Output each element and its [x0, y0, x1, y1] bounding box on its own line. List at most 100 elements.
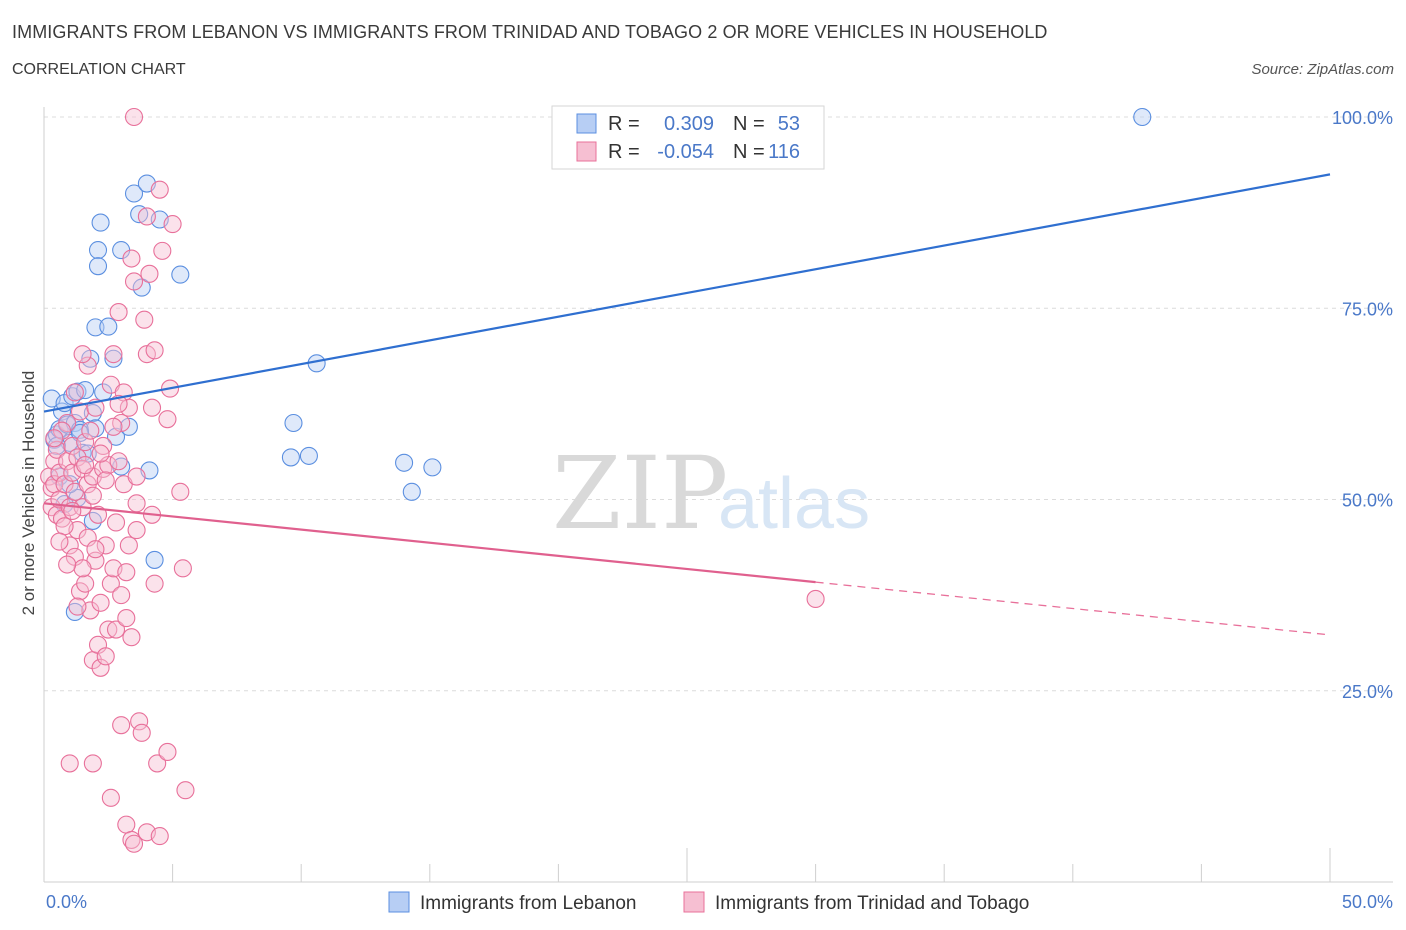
- trinidad-point: [158, 410, 177, 429]
- y-tick-label: 25.0%: [1342, 682, 1393, 702]
- lebanon-point: [145, 550, 164, 569]
- legend-pink-n-value: 116: [768, 141, 800, 163]
- y-axis-label: 2 or more Vehicles in Household: [19, 371, 38, 616]
- y-tick-label: 75.0%: [1342, 299, 1393, 319]
- y-tick-label: 100.0%: [1332, 108, 1393, 128]
- trinidad-point: [124, 834, 144, 853]
- trinidad-point: [112, 716, 131, 735]
- source-attribution: Source: ZipAtlas.com: [1251, 61, 1394, 78]
- x-tick-label: 0.0%: [46, 892, 87, 912]
- legend-blue-swatch: [576, 113, 597, 134]
- trinidad-point: [127, 521, 146, 540]
- watermark-atlas: atlas: [718, 464, 870, 544]
- trinidad-point: [117, 563, 136, 582]
- lebanon-trend-line: [43, 173, 1331, 413]
- lebanon-point: [1133, 107, 1152, 127]
- trinidad-point: [145, 341, 164, 360]
- correlation-legend: R = 0.309 N = 53 R = -0.054 N = 116: [551, 105, 825, 170]
- lebanon-point: [88, 257, 108, 276]
- lebanon-point: [124, 184, 144, 203]
- series-legend: Immigrants from Lebanon Immigrants from …: [388, 891, 1029, 914]
- trinidad-point: [60, 536, 79, 555]
- bottom-legend-blue-label: Immigrants from Lebanon: [420, 893, 637, 914]
- trinidad-point: [140, 264, 159, 283]
- trinidad-point: [132, 723, 151, 742]
- trinidad-point: [58, 555, 77, 574]
- trinidad-point: [73, 345, 92, 364]
- legend-blue-r-label: R =: [608, 113, 640, 135]
- lebanon-point: [91, 213, 110, 232]
- trinidad-point: [76, 574, 95, 593]
- trinidad-point: [119, 398, 138, 417]
- trinidad-point: [127, 494, 146, 513]
- trinidad-point: [96, 647, 115, 666]
- trinidad-point: [135, 310, 154, 329]
- trinidad-point: [50, 532, 69, 551]
- trinidad-point: [55, 517, 74, 536]
- trinidad-point: [124, 107, 144, 127]
- trinidad-point: [101, 788, 120, 807]
- trinidad-point: [76, 456, 95, 475]
- trinidad-point: [78, 356, 97, 375]
- axes: [43, 107, 1393, 883]
- trinidad-point: [70, 402, 90, 421]
- legend-box: [551, 105, 825, 170]
- legend-pink-r-label: R =: [608, 141, 640, 163]
- lebanon-point: [299, 446, 318, 465]
- trinidad-point: [148, 754, 167, 773]
- trinidad-point: [91, 658, 110, 677]
- trinidad-point: [163, 215, 182, 234]
- gridlines: [44, 116, 1393, 692]
- trinidad-point: [112, 586, 131, 605]
- trinidad-point: [127, 467, 146, 486]
- trinidad-point: [96, 471, 115, 490]
- trinidad-point: [99, 620, 118, 639]
- trinidad-trend-extension: [815, 581, 1331, 636]
- trinidad-point: [88, 505, 108, 524]
- legend-blue-n-value: 53: [778, 113, 800, 135]
- trinidad-point: [117, 815, 136, 834]
- lebanon-point: [281, 448, 300, 467]
- trinidad-point: [153, 241, 172, 260]
- lebanon-point: [402, 482, 421, 501]
- lebanon-point: [88, 241, 108, 260]
- trinidad-point: [145, 574, 164, 593]
- bottom-legend-pink-swatch: [683, 891, 705, 913]
- trinidad-point: [45, 452, 64, 471]
- trinidad-point: [101, 574, 120, 593]
- x-tick-label: 50.0%: [1342, 892, 1393, 912]
- trinidad-trend-line: [43, 502, 816, 584]
- scatter-points: [40, 107, 1152, 853]
- trinidad-point: [171, 482, 190, 501]
- trinidad-point: [104, 345, 123, 364]
- trinidad-point: [52, 421, 72, 440]
- bottom-legend-pink-label: Immigrants from Trinidad and Tobago: [715, 893, 1029, 914]
- trinidad-point: [60, 754, 79, 773]
- trinidad-point: [65, 383, 84, 402]
- trinidad-point: [91, 593, 110, 612]
- trinidad-point: [122, 249, 141, 268]
- lebanon-point: [423, 458, 442, 477]
- trinidad-point: [47, 440, 66, 459]
- watermark-zip: ZIP: [552, 435, 728, 552]
- trinidad-point: [806, 589, 825, 609]
- trinidad-point: [76, 433, 95, 452]
- legend-blue-r-value: 0.309: [664, 113, 714, 135]
- trinidad-point: [104, 417, 123, 436]
- trinidad-point: [96, 536, 115, 555]
- lebanon-point: [99, 317, 118, 336]
- trinidad-point: [119, 536, 138, 555]
- lebanon-point: [104, 349, 123, 368]
- chart-title: IMMIGRANTS FROM LEBANON VS IMMIGRANTS FR…: [12, 22, 1048, 42]
- legend-pink-r-value: -0.054: [657, 141, 714, 163]
- trinidad-point: [109, 452, 128, 471]
- trinidad-point: [83, 486, 102, 505]
- lebanon-point: [284, 413, 303, 433]
- trinidad-point: [68, 448, 87, 467]
- trinidad-point: [68, 597, 87, 616]
- lebanon-point: [395, 453, 414, 472]
- lebanon-point: [171, 265, 190, 284]
- bottom-legend-blue-swatch: [388, 891, 410, 913]
- trinidad-point: [176, 781, 195, 800]
